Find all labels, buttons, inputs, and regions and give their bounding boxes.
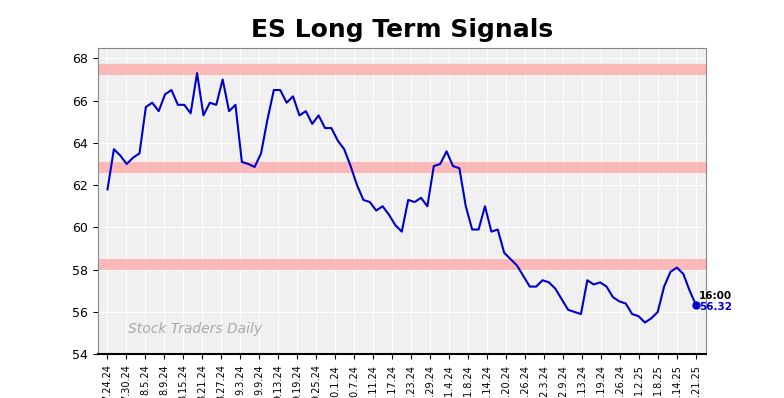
Text: 16:00: 16:00 (699, 291, 732, 300)
Text: 56.32: 56.32 (699, 302, 732, 312)
Title: ES Long Term Signals: ES Long Term Signals (251, 18, 553, 42)
Text: Stock Traders Daily: Stock Traders Daily (129, 322, 263, 336)
